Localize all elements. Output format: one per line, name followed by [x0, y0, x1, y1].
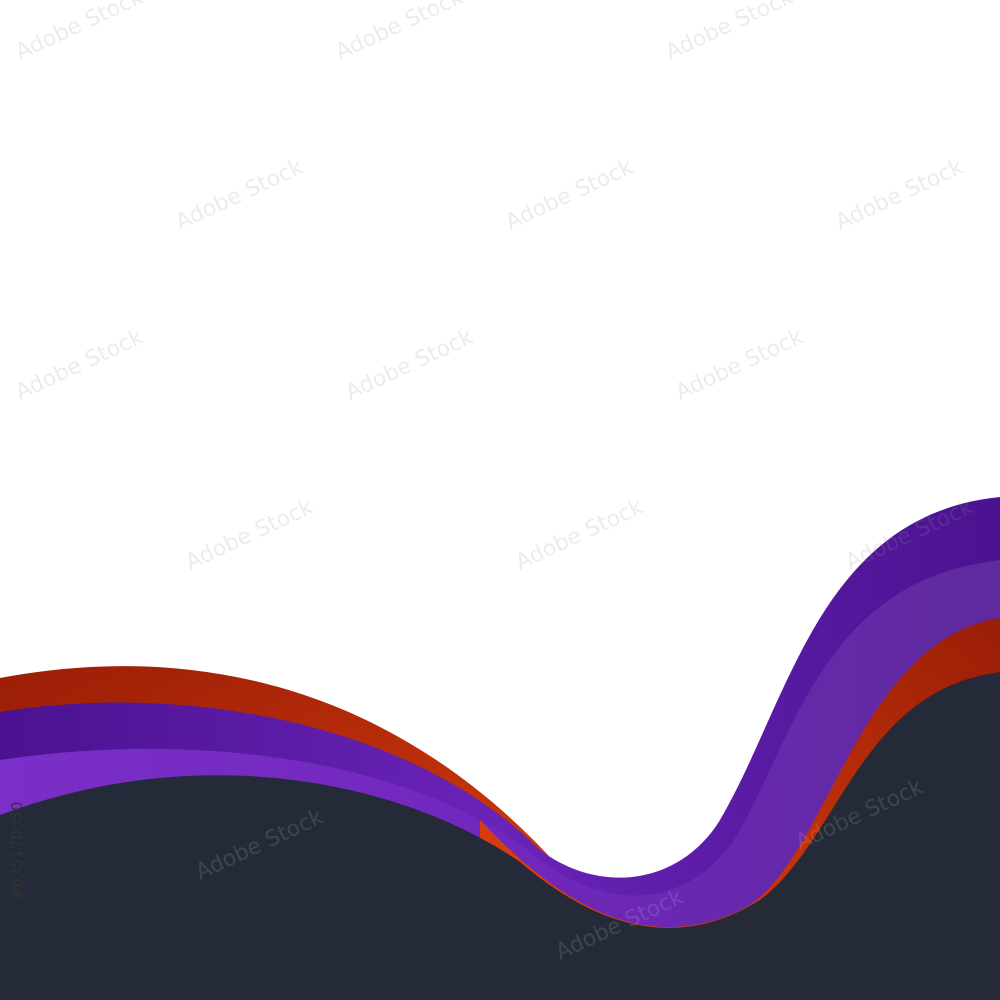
watermark-text: Adobe Stock	[832, 155, 967, 236]
dark-base	[0, 672, 1000, 1000]
watermark-text: Adobe Stock	[342, 325, 477, 406]
watermark-text: Adobe Stock	[662, 0, 797, 65]
watermark-text: Adobe Stock	[12, 0, 147, 65]
watermark-text: Adobe Stock	[332, 0, 467, 65]
watermark-text: Adobe Stock	[182, 495, 317, 576]
watermark-text: Adobe Stock	[12, 325, 147, 406]
watermark-text: Adobe Stock	[502, 155, 637, 236]
watermark-text: Adobe Stock	[672, 325, 807, 406]
watermark-text: Adobe Stock	[512, 495, 647, 576]
watermark-text: Adobe Stock	[172, 155, 307, 236]
stock-id: #635170050	[8, 802, 26, 900]
